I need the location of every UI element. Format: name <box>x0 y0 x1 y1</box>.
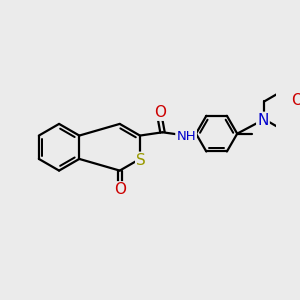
Text: N: N <box>257 113 268 128</box>
Text: NH: NH <box>176 130 196 143</box>
Text: O: O <box>154 105 166 120</box>
Text: O: O <box>291 93 300 108</box>
Text: S: S <box>136 153 146 168</box>
Text: O: O <box>114 182 126 197</box>
